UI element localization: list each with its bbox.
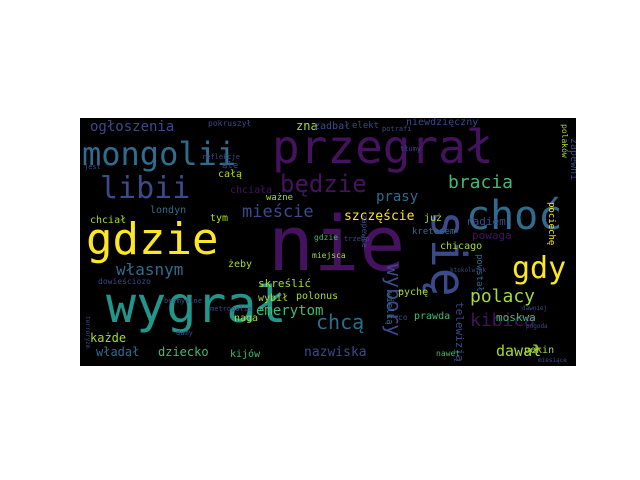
word-8: będzie bbox=[280, 170, 367, 198]
word-10: bracia bbox=[448, 172, 514, 193]
word-57: chciała bbox=[230, 185, 273, 196]
word-75: pogoda bbox=[526, 323, 548, 330]
word-74: ktokolwiek bbox=[450, 267, 487, 274]
word-6: mongolii bbox=[82, 135, 237, 173]
word-63: gdzie bbox=[314, 233, 339, 242]
word-61: zapewne bbox=[360, 214, 369, 248]
word-67: dumy bbox=[176, 329, 193, 337]
word-12: chcą bbox=[316, 310, 365, 334]
word-42: pychę bbox=[398, 287, 429, 298]
word-29: zadbał bbox=[314, 121, 351, 132]
word-31: niewdzięczny bbox=[406, 118, 479, 128]
word-62: miejsca bbox=[312, 251, 346, 260]
word-35: kretesem bbox=[412, 227, 456, 237]
word-70: tłumy bbox=[400, 145, 422, 153]
word-71: trzeba bbox=[344, 235, 370, 243]
word-25: dziecko bbox=[158, 345, 209, 359]
word-77: miesiące bbox=[538, 357, 567, 364]
word-47: skreślić bbox=[258, 277, 311, 290]
word-66: metropolis bbox=[210, 305, 253, 313]
word-41: telewizją bbox=[453, 302, 466, 362]
word-26: każde bbox=[90, 331, 127, 345]
word-4: się bbox=[420, 210, 476, 297]
word-23: moskwa bbox=[496, 311, 536, 324]
word-5: choć bbox=[466, 193, 563, 239]
word-69: potrafi bbox=[382, 125, 412, 133]
word-27: zapewni bbox=[568, 138, 576, 181]
word-2: przegrał bbox=[272, 120, 494, 174]
word-43: prawda bbox=[414, 311, 451, 322]
word-24: władał bbox=[96, 345, 140, 359]
word-13: wybory bbox=[382, 264, 406, 337]
word-59: ale bbox=[222, 161, 239, 171]
word-32: pokruszył bbox=[208, 119, 252, 128]
word-60: wielką bbox=[384, 292, 394, 325]
word-37: powaga bbox=[472, 229, 512, 242]
word-3: gdzie bbox=[86, 214, 219, 265]
word-30: elekt bbox=[352, 121, 380, 131]
word-56: całą bbox=[218, 169, 243, 180]
word-52: tym bbox=[210, 213, 229, 224]
word-9: gdy bbox=[512, 251, 567, 286]
word-48: wybił bbox=[258, 293, 289, 304]
word-72: terroryzm bbox=[84, 316, 91, 349]
word-0: nie bbox=[268, 199, 406, 288]
word-16: szczęście bbox=[344, 209, 415, 224]
word-1: wygrał bbox=[106, 276, 287, 334]
word-17: prasy bbox=[376, 189, 419, 205]
word-39: polaków bbox=[560, 124, 569, 158]
word-18: ogłoszenia bbox=[90, 119, 175, 135]
word-58: ważne bbox=[266, 193, 294, 203]
word-19: własnym bbox=[116, 260, 184, 279]
word-64: reflekcje bbox=[202, 153, 240, 161]
word-49: naga bbox=[234, 313, 259, 324]
word-46: polonus bbox=[296, 291, 339, 302]
word-34: radiem bbox=[466, 215, 506, 228]
word-36: chicago bbox=[440, 241, 483, 252]
word-21: nazwiska bbox=[304, 345, 367, 360]
word-cloud: nie wygrał przegrał gdzie się choć mongolii lib… bbox=[80, 118, 576, 366]
word-55: dowieściozo bbox=[98, 277, 151, 286]
word-54: chciał bbox=[90, 215, 127, 226]
word-45: pekin bbox=[524, 345, 555, 356]
word-38: pociechę bbox=[546, 202, 556, 246]
word-15: mieście bbox=[242, 202, 314, 222]
word-33: już bbox=[424, 213, 443, 224]
word-68: co bbox=[398, 313, 408, 322]
word-11: polacy bbox=[470, 286, 536, 307]
word-28: zna bbox=[296, 119, 318, 133]
word-73: jest bbox=[84, 163, 101, 171]
word-50: kijów bbox=[230, 349, 261, 360]
word-14: kibica bbox=[470, 310, 536, 331]
word-76: dawniej bbox=[522, 305, 548, 312]
word-22: dawał bbox=[496, 342, 542, 360]
word-44: nawet bbox=[436, 349, 461, 358]
word-20: emerytom bbox=[256, 303, 324, 319]
word-7: libii bbox=[100, 171, 191, 206]
word-65: bezmyślne bbox=[164, 297, 202, 305]
word-53: londyn bbox=[150, 205, 187, 216]
word-51: żeby bbox=[228, 259, 253, 270]
word-40: powstał bbox=[474, 254, 484, 292]
